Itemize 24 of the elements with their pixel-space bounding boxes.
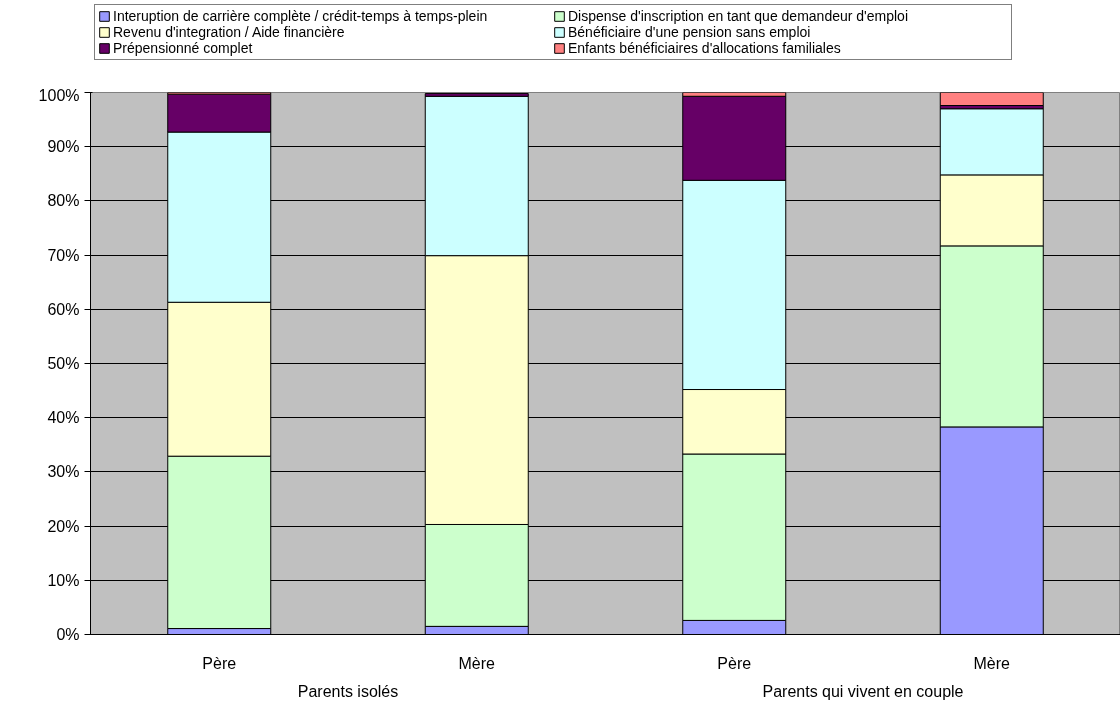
- y-tick-label: 10%: [47, 571, 80, 589]
- x-tick-label: Mère: [458, 654, 496, 672]
- y-tick-label: 20%: [47, 517, 80, 535]
- y-tick-label: 100%: [38, 86, 80, 104]
- x-tick-label: Mère: [973, 654, 1011, 672]
- y-tick-label: 60%: [47, 300, 80, 318]
- y-tick-label: 70%: [47, 246, 80, 264]
- text: Parents isolés: [297, 682, 399, 700]
- y-tick-label: 40%: [47, 409, 80, 427]
- y-tick-label: 0%: [56, 626, 80, 643]
- x-tick-label: Père: [202, 654, 237, 672]
- legend-label: Dispense d'inscription en tant que demandeur d'emploi: [568, 8, 909, 24]
- bar: [939, 92, 1044, 107]
- legend-label: Bénéficiaire d'une pension sans emploi: [568, 24, 812, 40]
- x-tick-label: Père: [717, 654, 752, 672]
- legend-label: Interuption de carrière complète / crédit-temps à temps-plein: [113, 8, 489, 24]
- legend-label: Prépensionné complet: [113, 40, 254, 56]
- y-tick-label: 90%: [47, 138, 80, 156]
- y-tick-label: 80%: [47, 192, 80, 210]
- legend-label: Revenu d'integration / Aide financière: [113, 24, 346, 40]
- legend-label: Enfants bénéficiaires d'allocations familiales: [568, 40, 842, 56]
- y-tick-label: 30%: [47, 463, 80, 481]
- text: Parents qui vivent en couple: [762, 682, 964, 700]
- y-tick-label: 50%: [47, 355, 80, 372]
